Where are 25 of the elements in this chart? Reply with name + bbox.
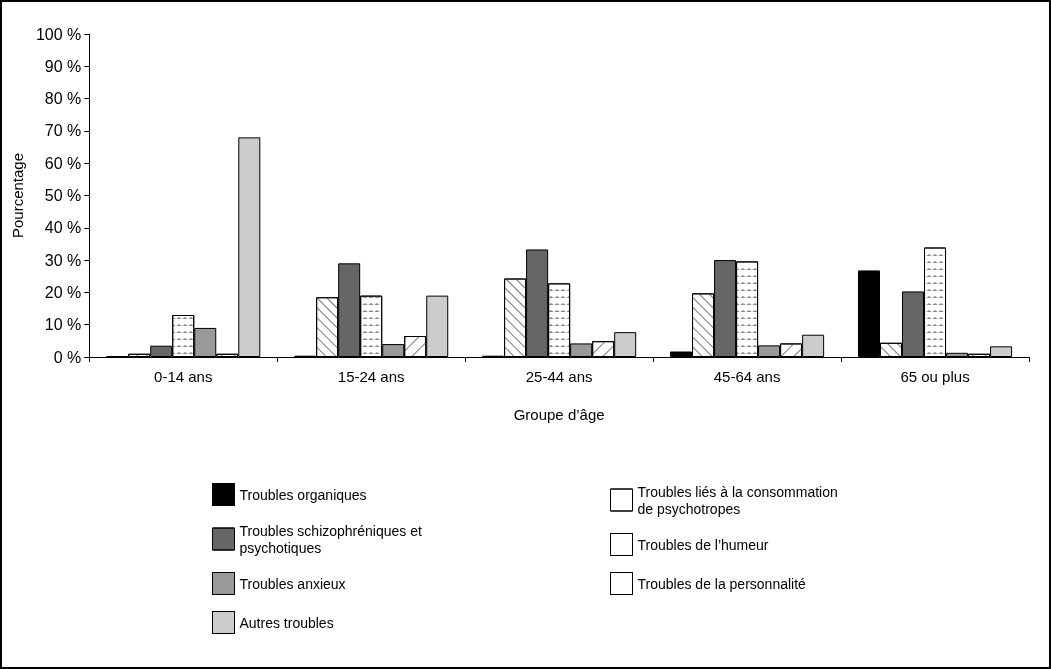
y-tick-label: 90 % bbox=[44, 57, 82, 75]
x-tick-label: 0-14 ans bbox=[154, 368, 213, 385]
x-tick-label: 15-24 ans bbox=[337, 368, 405, 385]
y-tick-label: 30 % bbox=[44, 251, 82, 269]
y-tick-label: 80 % bbox=[44, 90, 82, 108]
legend-label: Troubles schizophréniques et psychotiques bbox=[239, 522, 426, 556]
legend-label: Troubles organiques bbox=[239, 486, 367, 503]
y-tick-label: 100 % bbox=[35, 25, 82, 43]
legend-label: Autres troubles bbox=[239, 614, 334, 631]
x-tick-label: 45-64 ans bbox=[713, 368, 781, 385]
legend-label: Troubles de la personnalité bbox=[637, 575, 807, 592]
x-axis-title: Groupe d’âge bbox=[513, 406, 605, 423]
legend-label: Troubles de l’humeur bbox=[637, 536, 769, 553]
y-axis-title: Pourcentage bbox=[9, 152, 26, 239]
y-tick-label: 60 % bbox=[44, 154, 82, 172]
x-tick-label: 25-44 ans bbox=[525, 368, 593, 385]
x-tick-label: 65 ou plus bbox=[900, 368, 970, 385]
y-tick-label: 70 % bbox=[44, 122, 82, 140]
legend-label: Troubles liés à la consommation de psychotropes bbox=[637, 483, 842, 517]
legend-label: Troubles anxieux bbox=[239, 575, 346, 592]
y-tick-label: 10 % bbox=[44, 316, 82, 334]
y-tick-label: 20 % bbox=[44, 283, 82, 301]
y-tick-label: 0 % bbox=[53, 348, 82, 366]
y-tick-label: 50 % bbox=[44, 187, 82, 204]
y-tick-label: 40 % bbox=[44, 219, 82, 237]
